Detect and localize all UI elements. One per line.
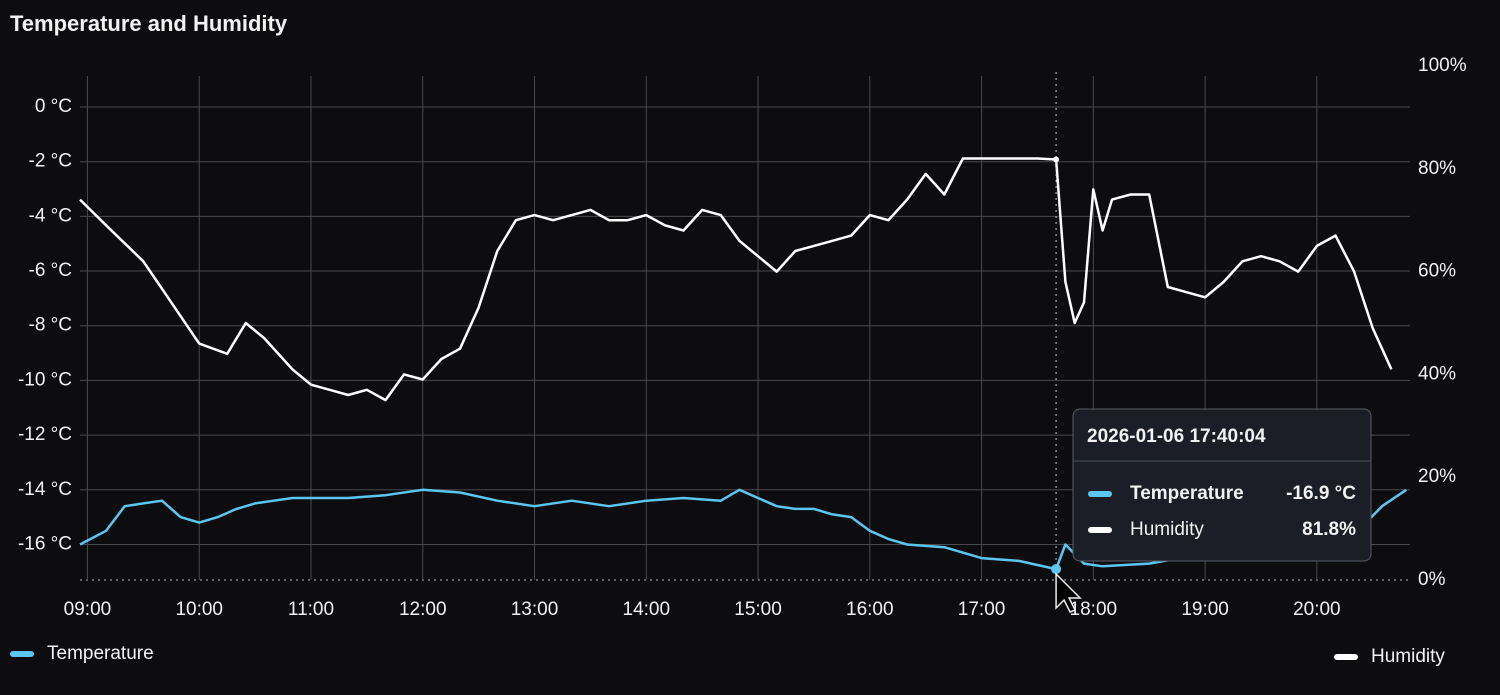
y-tick-label: -14 °C xyxy=(18,479,72,500)
tooltip-title: 2026-01-06 17:40:04 xyxy=(1087,426,1266,447)
x-tick-label: 13:00 xyxy=(511,599,559,620)
cursor xyxy=(1055,572,1082,613)
tooltip-swatch xyxy=(1088,491,1112,497)
hover-point xyxy=(1053,156,1060,163)
y-tick-label: -4 °C xyxy=(29,205,73,226)
y2-tick-label: 20% xyxy=(1418,466,1456,487)
y2-tick-label: 60% xyxy=(1418,261,1456,282)
x-tick-label: 16:00 xyxy=(846,599,894,620)
y-tick-label: -2 °C xyxy=(29,151,73,172)
y-tick-label: -10 °C xyxy=(18,369,72,390)
legend-label: Temperature xyxy=(47,643,154,664)
tooltip-swatch xyxy=(1088,527,1112,533)
x-tick-label: 20:00 xyxy=(1293,599,1341,620)
y-tick-label: 0 °C xyxy=(35,96,72,117)
y-tick-label: -16 °C xyxy=(18,533,72,554)
x-tick-label: 12:00 xyxy=(399,599,447,620)
legend-swatch xyxy=(1334,654,1358,660)
tooltip-value: -16.9 °C xyxy=(1286,483,1356,504)
x-tick-label: 10:00 xyxy=(175,599,223,620)
tooltip-series-name: Humidity xyxy=(1130,519,1204,540)
tooltip-series-name: Temperature xyxy=(1130,483,1244,504)
x-tick-label: 18:00 xyxy=(1070,599,1118,620)
chart-title: Temperature and Humidity xyxy=(10,11,288,36)
hover-point xyxy=(1051,564,1062,575)
series-line xyxy=(79,157,1393,402)
y2-tick-label: 80% xyxy=(1418,158,1456,179)
series-line xyxy=(79,488,1408,571)
tooltip-box xyxy=(1072,408,1372,562)
y-tick-label: -8 °C xyxy=(29,315,73,336)
y2-tick-label: 100% xyxy=(1418,55,1467,76)
y-tick-label: -6 °C xyxy=(29,260,73,281)
x-tick-label: 19:00 xyxy=(1181,599,1229,620)
x-tick-label: 14:00 xyxy=(623,599,671,620)
y2-tick-label: 40% xyxy=(1418,363,1456,384)
legend-label: Humidity xyxy=(1371,646,1445,667)
x-tick-label: 09:00 xyxy=(64,599,112,620)
x-tick-label: 11:00 xyxy=(288,599,334,620)
x-tick-label: 15:00 xyxy=(734,599,782,620)
y2-tick-label: 0% xyxy=(1418,569,1446,590)
y-tick-label: -12 °C xyxy=(18,424,72,445)
legend-swatch xyxy=(10,651,34,657)
x-tick-label: 17:00 xyxy=(958,599,1006,620)
tooltip-value: 81.8% xyxy=(1302,519,1356,540)
